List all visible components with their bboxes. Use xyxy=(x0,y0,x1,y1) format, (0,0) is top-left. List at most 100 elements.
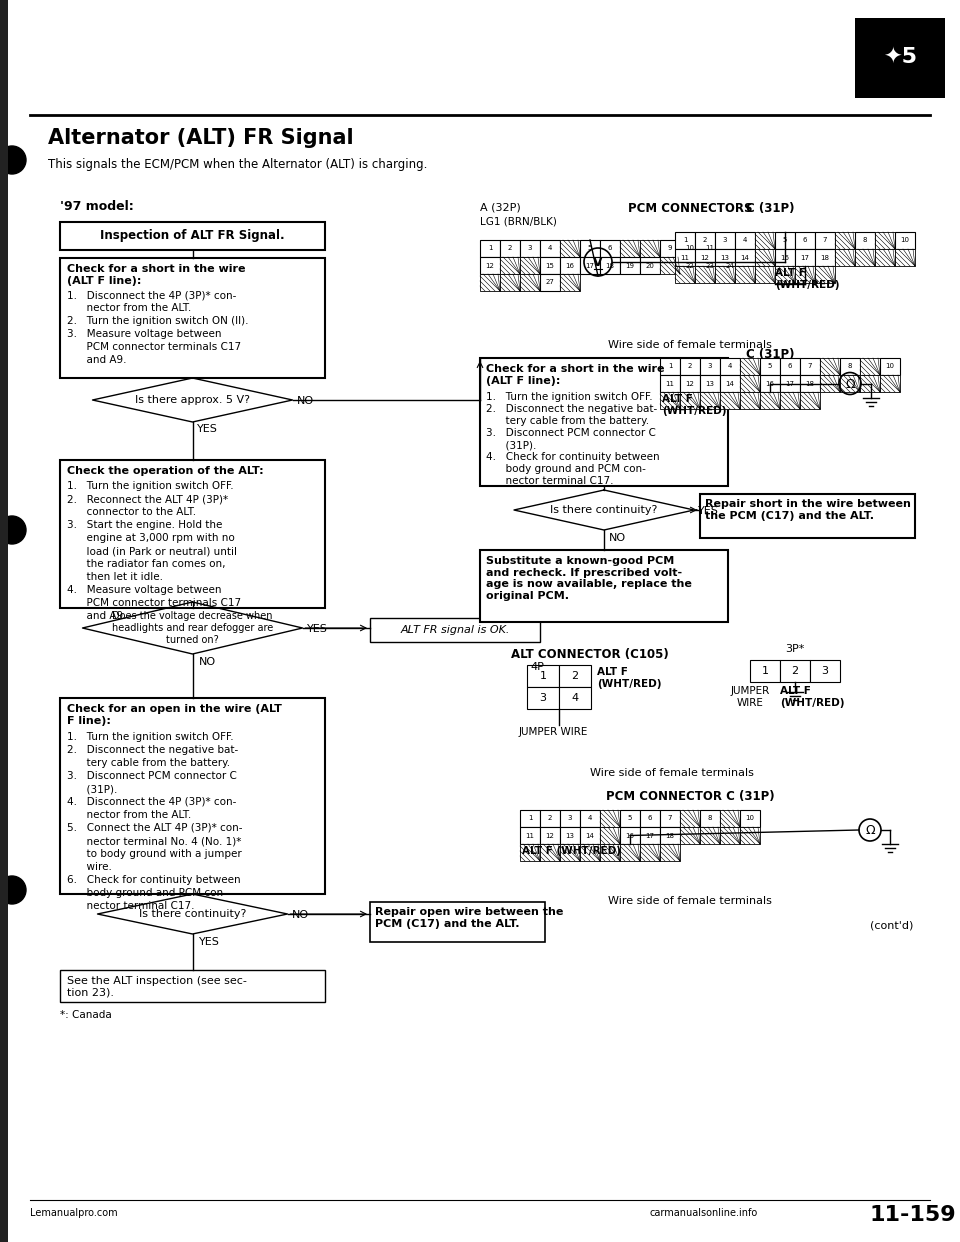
Text: 20: 20 xyxy=(645,262,655,268)
Text: 16: 16 xyxy=(565,262,574,268)
Bar xyxy=(835,248,855,266)
Text: 4P: 4P xyxy=(530,662,544,672)
Text: 10: 10 xyxy=(685,246,694,251)
Bar xyxy=(520,810,540,827)
Text: 15: 15 xyxy=(545,262,555,268)
Text: 4.   Check for continuity between: 4. Check for continuity between xyxy=(486,452,660,462)
Text: (cont'd): (cont'd) xyxy=(870,920,913,930)
Text: C (31P): C (31P) xyxy=(746,202,794,215)
Bar xyxy=(700,392,720,409)
Text: 4: 4 xyxy=(588,816,592,821)
Bar xyxy=(800,358,820,375)
Text: PCM CONNECTORS: PCM CONNECTORS xyxy=(628,202,753,215)
Bar xyxy=(620,240,640,257)
Text: Ω: Ω xyxy=(865,825,875,837)
Text: 17: 17 xyxy=(801,255,809,261)
Text: 12: 12 xyxy=(486,262,494,268)
Bar xyxy=(370,902,545,941)
Text: (31P).: (31P). xyxy=(486,440,537,450)
Text: 12: 12 xyxy=(701,255,709,261)
Text: NO: NO xyxy=(292,910,308,920)
Text: 13: 13 xyxy=(565,832,574,838)
Text: 1.   Turn the ignition switch OFF.: 1. Turn the ignition switch OFF. xyxy=(67,481,233,491)
Text: 11: 11 xyxy=(665,380,675,386)
Bar xyxy=(780,660,810,682)
Bar xyxy=(815,248,835,266)
Text: Repair open wire between the
PCM (C17) and the ALT.: Repair open wire between the PCM (C17) a… xyxy=(375,907,564,929)
Bar xyxy=(795,232,815,248)
Bar xyxy=(795,248,815,266)
Text: nector from the ALT.: nector from the ALT. xyxy=(67,810,191,820)
Text: JUMPER WIRE: JUMPER WIRE xyxy=(519,727,588,737)
Text: ✦5: ✦5 xyxy=(883,48,917,68)
Bar xyxy=(715,248,735,266)
Bar xyxy=(760,392,780,409)
Bar xyxy=(660,845,680,861)
Bar xyxy=(560,257,580,274)
Text: Does the voltage decrease when
headlights and rear defogger are
turned on?: Does the voltage decrease when headlight… xyxy=(112,611,274,645)
Text: 19: 19 xyxy=(626,262,635,268)
Bar xyxy=(680,375,700,392)
Bar xyxy=(775,248,795,266)
Text: 14: 14 xyxy=(586,832,594,838)
Text: 2: 2 xyxy=(571,671,579,681)
Text: Is there continuity?: Is there continuity? xyxy=(550,505,658,515)
Text: 16: 16 xyxy=(765,380,775,386)
Text: 3: 3 xyxy=(540,693,546,703)
Bar xyxy=(720,375,740,392)
Bar xyxy=(700,494,915,538)
Bar xyxy=(500,274,520,291)
Text: 8: 8 xyxy=(863,237,867,243)
Text: 3.   Measure voltage between: 3. Measure voltage between xyxy=(67,329,222,339)
Text: 16: 16 xyxy=(626,832,635,838)
Bar xyxy=(775,266,795,283)
Text: 4: 4 xyxy=(548,246,552,251)
Bar xyxy=(370,619,540,642)
Bar xyxy=(740,810,760,827)
Bar xyxy=(520,257,540,274)
Text: 3: 3 xyxy=(528,246,532,251)
Bar xyxy=(760,375,780,392)
Text: connector to the ALT.: connector to the ALT. xyxy=(67,507,196,517)
Text: 3: 3 xyxy=(723,237,728,243)
Bar xyxy=(895,232,915,248)
Text: 16: 16 xyxy=(780,255,789,261)
Text: carmanualsonline.info: carmanualsonline.info xyxy=(650,1208,758,1218)
Bar xyxy=(600,240,620,257)
Bar xyxy=(740,827,760,845)
Bar xyxy=(540,827,560,845)
Text: 6.   Check for continuity between: 6. Check for continuity between xyxy=(67,876,241,886)
Bar xyxy=(780,392,800,409)
Text: 12: 12 xyxy=(685,380,694,386)
Bar xyxy=(640,810,660,827)
Bar xyxy=(880,375,900,392)
Text: 3: 3 xyxy=(822,666,828,676)
Bar xyxy=(795,266,815,283)
Bar xyxy=(880,358,900,375)
Bar xyxy=(60,970,325,1002)
Text: to body ground with a jumper: to body ground with a jumper xyxy=(67,850,242,859)
Bar xyxy=(540,257,560,274)
Bar xyxy=(480,358,728,486)
Bar xyxy=(480,274,500,291)
Bar xyxy=(715,266,735,283)
Text: 23: 23 xyxy=(706,262,714,268)
Bar xyxy=(735,266,755,283)
Bar xyxy=(810,660,840,682)
Text: 3: 3 xyxy=(567,816,572,821)
Text: 12: 12 xyxy=(545,832,555,838)
Bar xyxy=(715,232,735,248)
Bar xyxy=(580,257,600,274)
Bar xyxy=(840,375,860,392)
Text: and A9.: and A9. xyxy=(67,611,127,621)
Bar xyxy=(675,248,695,266)
Text: 2.   Turn the ignition switch ON (II).: 2. Turn the ignition switch ON (II). xyxy=(67,315,249,325)
Text: Substitute a known-good PCM
and recheck. If prescribed volt-
age is now availabl: Substitute a known-good PCM and recheck.… xyxy=(486,556,692,601)
Bar xyxy=(60,698,325,894)
Bar xyxy=(820,375,840,392)
Text: 11: 11 xyxy=(525,832,535,838)
Text: 17: 17 xyxy=(645,832,655,838)
Bar xyxy=(695,266,715,283)
Bar xyxy=(660,375,680,392)
Bar xyxy=(700,827,720,845)
